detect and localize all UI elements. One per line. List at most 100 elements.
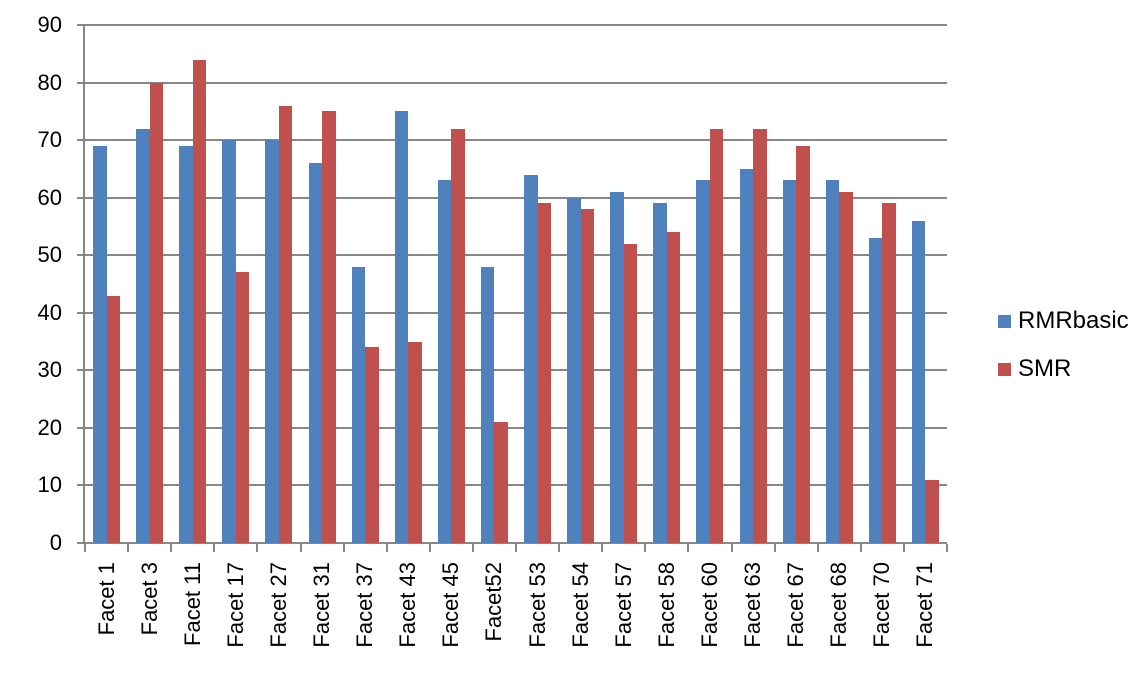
y-tick-label: 40 <box>37 299 62 325</box>
y-tick-label: 90 <box>37 12 62 37</box>
x-axis-tick <box>428 544 431 552</box>
x-axis-tick <box>601 544 604 552</box>
bar <box>308 163 323 543</box>
bar <box>322 111 336 543</box>
y-tick-label: 20 <box>37 414 62 440</box>
x-axis-tick <box>471 544 474 552</box>
x-tick-label: Facet 67 <box>783 562 809 648</box>
x-tick-label: Facet 60 <box>696 562 722 648</box>
x-axis-tick <box>773 544 776 552</box>
bar <box>93 145 107 543</box>
x-tick-label: Facet 37 <box>352 562 378 648</box>
x-axis-tick <box>170 544 173 552</box>
bar <box>868 237 883 543</box>
legend-label-smr: SMR <box>1018 355 1072 382</box>
bar <box>365 347 379 543</box>
y-gridline <box>77 24 947 26</box>
bar <box>494 422 508 543</box>
bar <box>179 145 193 543</box>
y-axis-line <box>83 24 85 544</box>
legend-item-smr: SMR <box>998 355 1129 382</box>
bar <box>911 220 926 543</box>
x-axis-tick <box>687 544 690 552</box>
x-axis-tick <box>84 544 86 552</box>
bar <box>265 140 279 543</box>
bar <box>235 272 250 543</box>
bar <box>222 140 236 543</box>
x-axis-line <box>77 542 947 544</box>
bar <box>796 145 810 543</box>
bar <box>696 180 710 543</box>
bar <box>437 180 452 543</box>
bar <box>653 203 667 543</box>
y-tick-label: 50 <box>37 242 62 268</box>
legend: RMRbasic SMR <box>998 307 1129 404</box>
x-tick-label: Facet 1 <box>93 562 119 636</box>
bar <box>106 295 121 543</box>
y-gridline <box>77 426 947 429</box>
x-tick-label: Facet 3 <box>136 562 162 636</box>
y-gridline <box>77 139 947 142</box>
bar <box>149 82 164 543</box>
bar <box>192 59 207 543</box>
x-tick-label: Facet 17 <box>222 562 248 648</box>
y-gridline <box>77 311 947 314</box>
bar <box>782 180 797 543</box>
bar <box>278 105 293 543</box>
x-axis-tick <box>515 544 517 552</box>
y-gridline <box>77 369 947 372</box>
x-tick-label: Facet52 <box>481 562 507 642</box>
x-tick-label: Facet 27 <box>265 562 291 648</box>
bar <box>623 243 638 543</box>
x-tick-label: Facet 70 <box>869 562 895 648</box>
x-axis-tick <box>558 544 561 552</box>
bar <box>839 191 853 543</box>
y-tick-label: 30 <box>37 357 62 383</box>
x-axis-tick <box>902 544 905 552</box>
x-axis-tick <box>213 544 216 552</box>
x-axis-tick <box>946 544 948 552</box>
legend-label-rmrbasic: RMRbasic <box>1018 307 1129 334</box>
bar <box>610 191 624 543</box>
x-tick-label: Facet 57 <box>610 562 636 648</box>
bar <box>753 128 767 543</box>
x-axis-tick <box>385 544 388 552</box>
bar <box>351 266 366 543</box>
x-tick-label: Facet 58 <box>653 562 679 648</box>
x-axis-tick <box>342 544 345 552</box>
y-gridline <box>77 254 947 257</box>
y-gridline <box>77 81 947 84</box>
bar <box>408 341 422 543</box>
bar <box>567 197 581 543</box>
bar <box>925 479 939 543</box>
bar <box>394 111 409 543</box>
x-tick-label: Facet 45 <box>438 562 464 648</box>
bar <box>739 168 754 543</box>
x-tick-label: Facet 53 <box>524 562 550 648</box>
x-axis-tick <box>127 544 130 552</box>
bar <box>537 203 552 543</box>
y-tick-label: 80 <box>37 69 62 95</box>
bar <box>666 232 681 543</box>
x-axis-tick <box>816 544 819 552</box>
x-tick-label: Facet 11 <box>179 562 205 646</box>
x-tick-label: Facet 68 <box>826 562 852 648</box>
x-axis-tick <box>299 544 302 552</box>
y-gridline <box>77 484 947 487</box>
x-axis-tick <box>644 544 647 552</box>
legend-swatch-rmrbasic <box>998 314 1011 328</box>
bar <box>136 128 150 543</box>
bar <box>480 266 495 543</box>
legend-swatch-smr <box>998 362 1011 376</box>
x-tick-label: Facet 63 <box>740 562 766 648</box>
bar <box>825 180 840 543</box>
x-tick-label: Facet 71 <box>912 562 938 648</box>
bar <box>709 128 724 543</box>
bar <box>524 174 538 543</box>
x-tick-label: Facet 31 <box>309 562 335 648</box>
x-axis-tick <box>730 544 733 552</box>
x-tick-label: Facet 43 <box>395 562 421 648</box>
y-tick-label: 70 <box>37 127 62 153</box>
x-axis-tick <box>256 544 259 552</box>
